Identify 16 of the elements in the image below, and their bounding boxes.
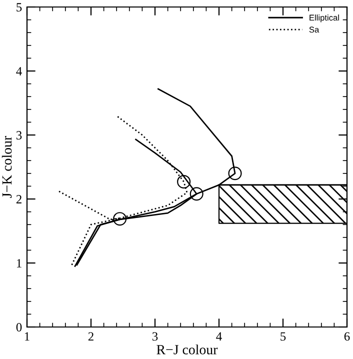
y-tick-label: 0 <box>16 323 22 332</box>
y-tick-label: 4 <box>16 67 22 76</box>
x-tick-label: 5 <box>280 332 286 341</box>
y-tick-label: 3 <box>16 131 22 140</box>
y-tick-label: 2 <box>16 195 22 204</box>
legend-label: Elliptical <box>310 14 339 22</box>
x-tick-label: 2 <box>88 332 94 341</box>
y-axis-title: J−K colour <box>2 136 12 198</box>
legend-label: Sa <box>309 26 320 33</box>
x-tick-label: 6 <box>344 332 350 341</box>
x-tick-label: 1 <box>24 332 30 341</box>
x-tick-label: 3 <box>152 332 158 341</box>
x-tick-label: 4 <box>216 332 222 341</box>
x-axis-title: R−J colour <box>156 344 218 354</box>
y-tick-label: 1 <box>16 259 22 268</box>
y-tick-label: 5 <box>16 3 22 12</box>
